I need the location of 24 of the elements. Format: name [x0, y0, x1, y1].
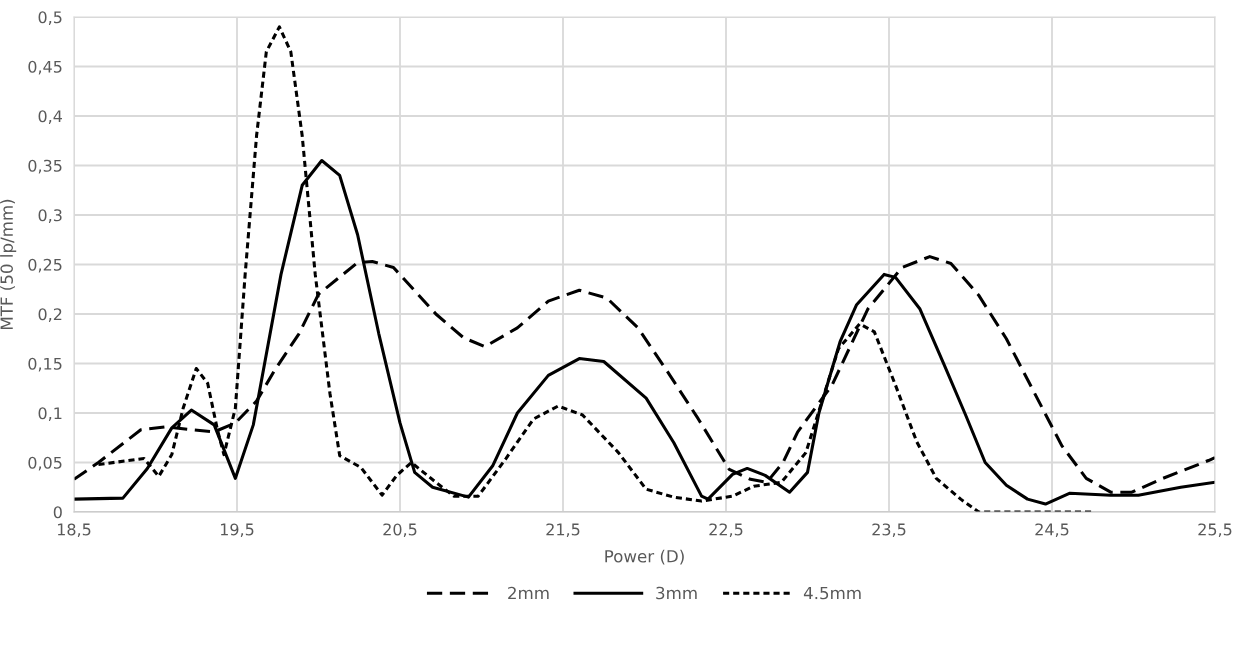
y-tick-label: 0,5: [38, 11, 62, 25]
y-tick-label: 0: [53, 506, 62, 519]
y-tick-label: 0,25: [28, 258, 62, 273]
y-tick-label: 0,3: [38, 209, 62, 223]
y-tick-label: 0,1: [38, 407, 62, 421]
legend-label: 2mm: [508, 586, 549, 600]
x-tick-label: 23,5: [872, 523, 906, 538]
x-tick-label: 20,5: [383, 523, 417, 538]
y-axis-title: MTF (50 lp/mm): [0, 199, 17, 329]
y-tick-label: 0,4: [38, 110, 62, 124]
x-tick-label: 21,5: [546, 523, 580, 538]
x-tick-label: 24,5: [1035, 523, 1069, 538]
x-tick-label: 25,5: [1198, 523, 1232, 538]
y-tick-label: 0,15: [28, 357, 62, 372]
y-tick-label: 0,2: [38, 308, 62, 322]
y-tick-label: 0,05: [28, 456, 62, 471]
legend-label: 4.5mm: [803, 586, 861, 600]
y-tick-label: 0,35: [28, 159, 62, 174]
x-axis-title: Power (D): [605, 549, 684, 565]
x-tick-label: 18,5: [57, 523, 91, 538]
x-tick-label: 19,5: [220, 523, 254, 538]
legend-label: 3mm: [656, 586, 697, 600]
x-tick-label: 22,5: [709, 523, 743, 538]
y-tick-label: 0,45: [28, 60, 62, 75]
